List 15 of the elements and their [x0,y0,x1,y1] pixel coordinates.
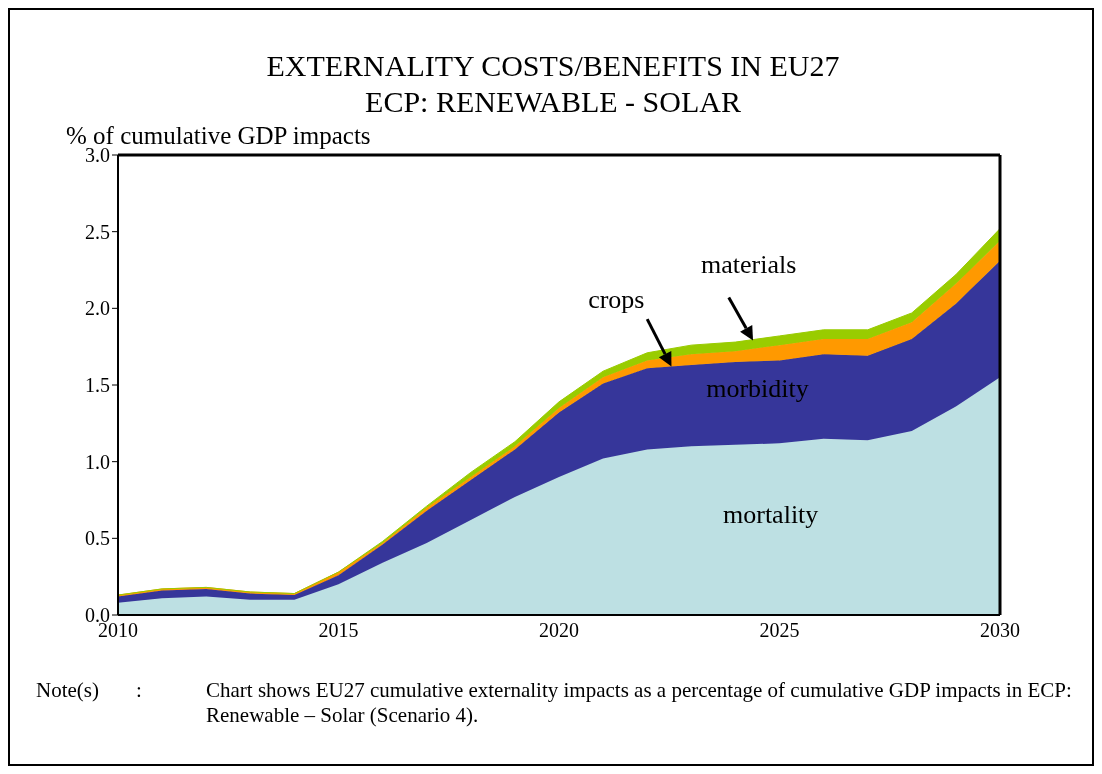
y-tick-label: 1.0 [85,450,110,473]
text: Note(s) : Chart shows EU27 cumulative externality impacts as a percentage of cumulative GDP impacts in ECP: Renewable – Solar (Scenario 4). [36,678,1072,727]
y-tick-label: 2.0 [85,297,110,320]
y-tick-label: 1.5 [85,374,110,397]
x-tick-label: 2020 [539,619,579,642]
series-label: mortality [723,500,819,529]
text: materials [700,250,797,280]
x-tick-label: 2025 [759,619,800,642]
series-label: morbidity [706,374,809,404]
x-tick-label: 2030 [980,619,1020,642]
chart-title: EXTERNALITY COSTS/BENEFITS IN EU27 ECP: RENEWABLE - SOLAR [265,48,841,120]
x-tick-label: 2015 [318,619,359,642]
y-tick-label: 0.5 [85,527,110,550]
series-label: crops [588,285,645,315]
y-tick-label: 2.5 [85,220,110,243]
